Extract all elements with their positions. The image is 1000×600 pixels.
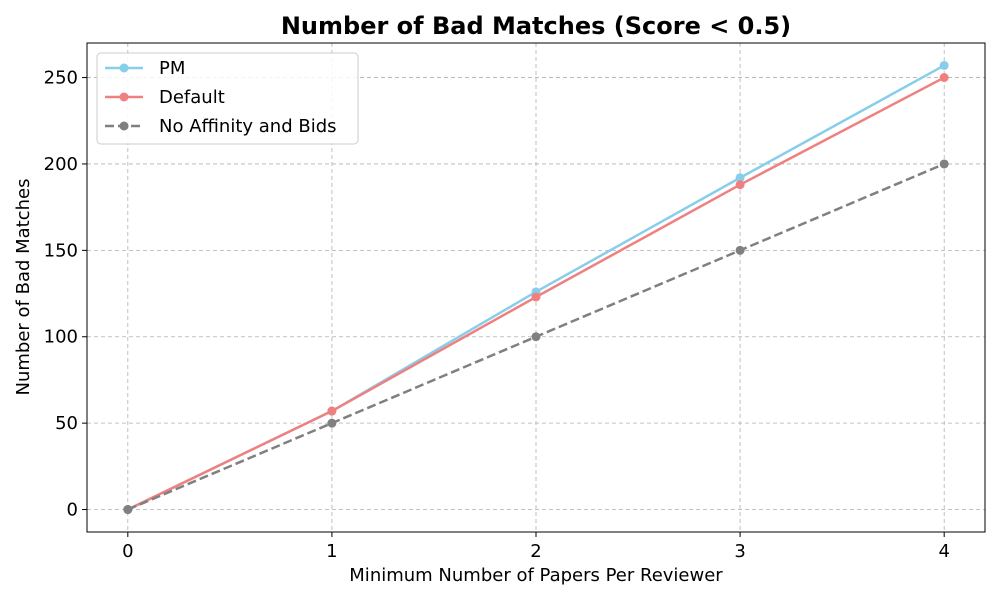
data-point-default [939, 73, 949, 83]
legend-box [96, 52, 359, 145]
y-tick-label: 100 [44, 327, 78, 348]
data-point-no-affinity-and-bids [735, 245, 745, 255]
data-point-no-affinity-and-bids [327, 418, 337, 428]
chart-title: Number of Bad Matches (Score < 0.5) [281, 12, 791, 40]
x-tick-label: 4 [938, 541, 949, 562]
series-layer [123, 60, 949, 515]
legend-label: PM [159, 58, 185, 79]
ticks: 0 1 2 3 4 0 50 100 150 200 250 [44, 68, 950, 562]
y-tick-label: 250 [44, 68, 78, 89]
legend-label: Default [159, 87, 225, 108]
y-tick-label: 200 [44, 154, 78, 175]
y-axis-label: Number of Bad Matches [13, 178, 34, 395]
legend: PM Default No Affinity and Bids [96, 52, 359, 145]
legend-entry-default: Default [105, 87, 225, 108]
legend-swatch-marker [119, 121, 129, 131]
x-tick-label: 2 [530, 541, 541, 562]
legend-swatch-marker [119, 92, 129, 102]
legend-entry-no-affinity-and-bids: No Affinity and Bids [105, 116, 337, 137]
x-tick-label: 1 [326, 541, 337, 562]
legend-label: No Affinity and Bids [159, 116, 337, 137]
data-point-default [531, 292, 541, 302]
legend-swatch-marker [119, 63, 129, 73]
data-point-default [327, 406, 337, 416]
x-tick-label: 3 [734, 541, 745, 562]
y-tick-label: 50 [55, 413, 78, 434]
y-tick-label: 150 [44, 240, 78, 261]
y-tick-label: 0 [67, 500, 78, 521]
x-axis-label: Minimum Number of Papers Per Reviewer [349, 565, 723, 586]
data-point-no-affinity-and-bids [939, 159, 949, 169]
x-tick-label: 0 [122, 541, 133, 562]
data-point-pm [939, 60, 949, 70]
series-no-affinity-and-bids [123, 159, 949, 515]
data-point-no-affinity-and-bids [123, 505, 133, 515]
data-point-pm [735, 173, 745, 183]
data-point-default [735, 180, 745, 190]
legend-entry-pm: PM [105, 58, 185, 79]
data-point-no-affinity-and-bids [531, 332, 541, 342]
